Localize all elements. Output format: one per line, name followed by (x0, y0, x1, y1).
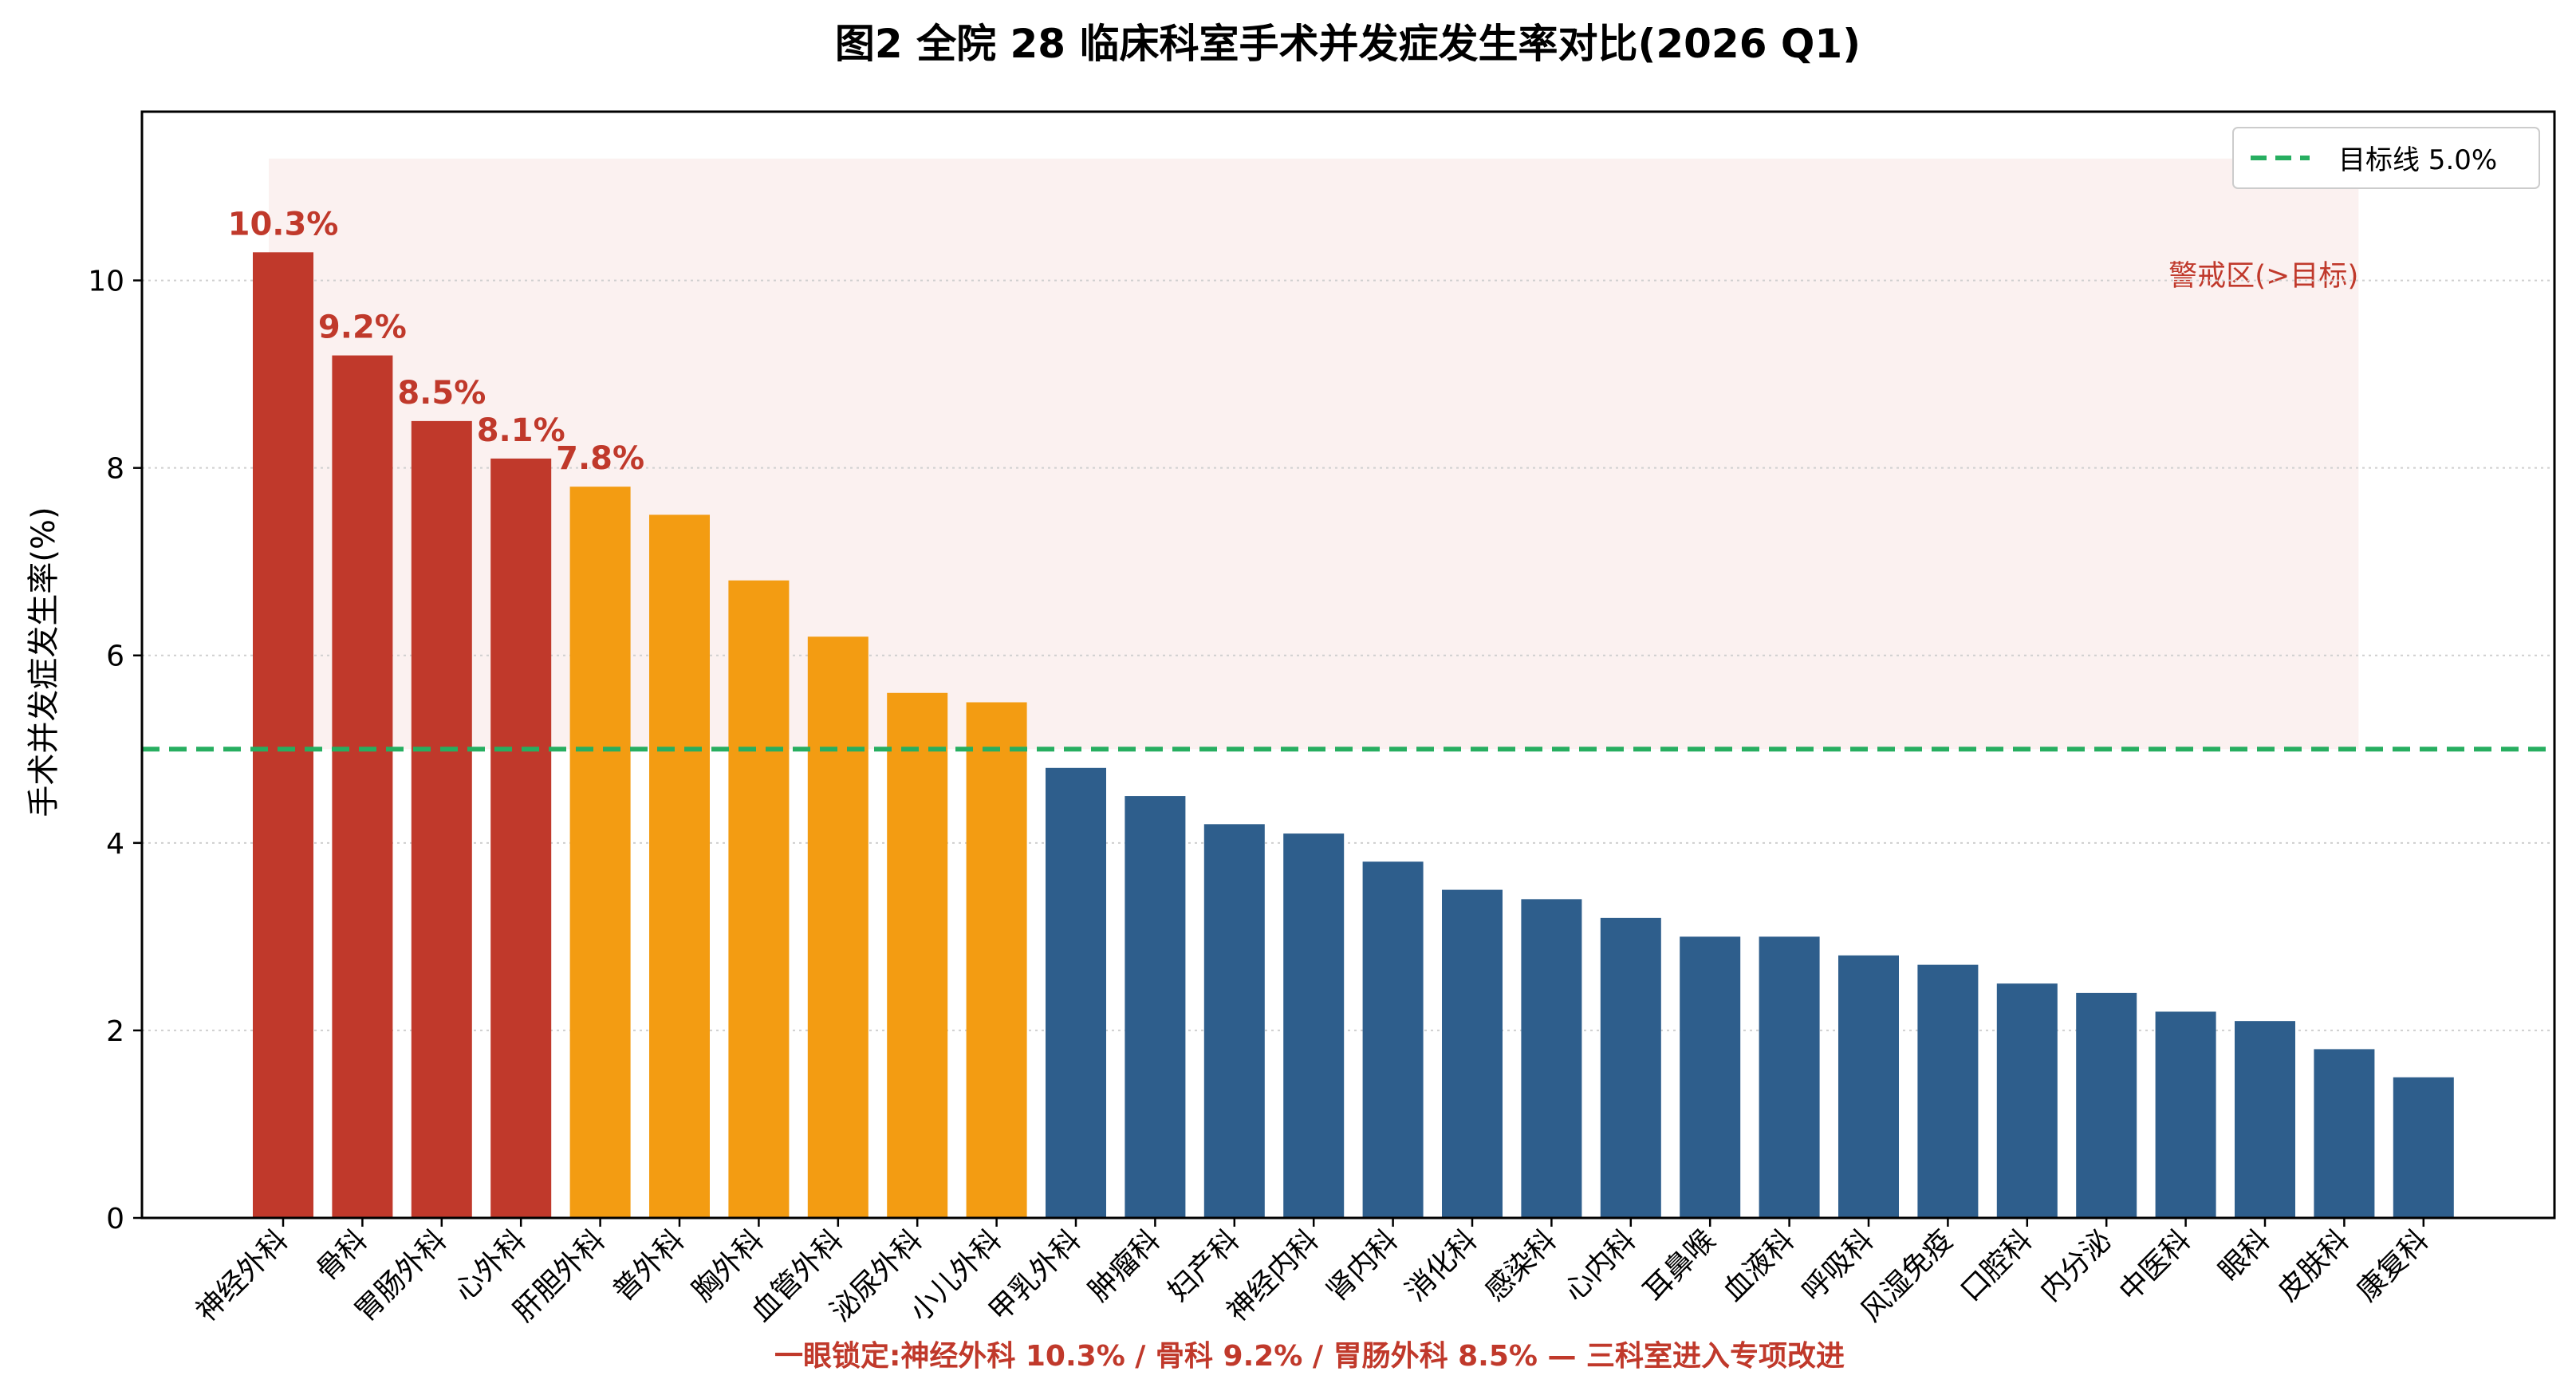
bar (1759, 936, 1820, 1218)
bar (569, 487, 631, 1218)
bar (1680, 936, 1741, 1218)
bar (411, 420, 472, 1218)
y-axis-label: 手术并发症发生率(%) (26, 506, 62, 817)
x-tick-label: 口腔科 (1955, 1224, 2038, 1307)
x-tick-label: 内分泌 (2034, 1224, 2117, 1307)
y-tick-label: 2 (106, 1015, 124, 1048)
x-tick-label: 消化科 (1400, 1224, 1483, 1307)
bar (2393, 1077, 2454, 1218)
legend-box (2232, 127, 2540, 189)
bar (1203, 824, 1265, 1218)
bar (1917, 964, 1979, 1218)
y-tick-label: 8 (106, 453, 124, 486)
bar (807, 636, 869, 1218)
y-tick-label: 10 (88, 266, 124, 298)
bar (728, 580, 790, 1218)
bar (1996, 983, 2058, 1218)
bar (649, 514, 710, 1218)
x-tick-label: 心内科 (1558, 1224, 1642, 1307)
x-tick-label: 康复科 (2351, 1224, 2435, 1307)
bar (1442, 889, 1503, 1218)
chart-title: 图2 全院 28 临床科室手术并发症发生率对比(2026 Q1) (835, 21, 1861, 67)
x-tick-label: 神经外科 (191, 1224, 295, 1328)
data-label: 9.2% (318, 309, 407, 346)
bar (1283, 833, 1345, 1218)
bar (966, 702, 1027, 1218)
x-tick-label: 眼科 (2212, 1224, 2276, 1287)
legend: 目标线 5.0% (2232, 127, 2540, 189)
data-label: 8.5% (397, 375, 486, 412)
bar (2235, 1021, 2295, 1218)
bar (490, 458, 552, 1218)
plot-frame (140, 110, 2556, 1220)
bar (1521, 899, 1582, 1218)
x-tick-label: 骨科 (310, 1224, 374, 1287)
bar (1125, 796, 1186, 1218)
bar (1838, 955, 1899, 1218)
chart-footnote: 一眼锁定:神经外科 10.3% / 骨科 9.2% / 胃肠外科 8.5% — … (774, 1340, 1845, 1373)
x-tick-label: 中医科 (2113, 1224, 2197, 1307)
y-tick-label: 4 (106, 828, 124, 861)
x-tick-label: 普外科 (607, 1224, 691, 1307)
data-label: 8.1% (477, 412, 565, 449)
legend-target-line-label: 目标线 5.0% (2338, 144, 2497, 176)
bar (2155, 1011, 2216, 1218)
bar (1362, 861, 1424, 1218)
x-tick-label: 肿瘤科 (1082, 1224, 1166, 1307)
bar (2076, 992, 2137, 1218)
bar (887, 692, 948, 1218)
x-tick-label: 耳鼻喉 (1637, 1224, 1721, 1307)
x-tick-label: 感染科 (1479, 1224, 1562, 1307)
warning-zone-label: 警戒区(>目标) (2168, 259, 2358, 292)
x-tick-label: 血液科 (1717, 1224, 1801, 1307)
y-tick-label: 0 (106, 1203, 124, 1235)
bar (1600, 917, 1661, 1218)
y-tick-label: 6 (106, 640, 124, 673)
bar (253, 252, 313, 1218)
data-label: 10.3% (228, 206, 339, 242)
bar (2314, 1049, 2375, 1218)
data-label: 7.8% (556, 440, 644, 477)
bar (332, 355, 393, 1219)
bar (1046, 767, 1106, 1218)
x-tick-label: 肾内科 (1321, 1224, 1404, 1307)
x-tick-label: 皮肤科 (2271, 1224, 2355, 1307)
